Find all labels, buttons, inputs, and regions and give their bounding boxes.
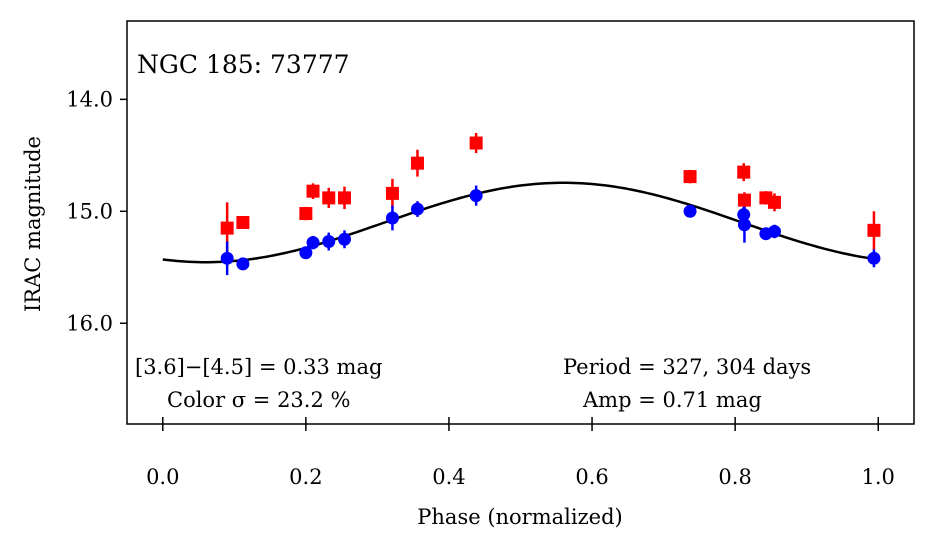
x-tick-label: 0.4 (432, 465, 465, 489)
amplitude-label: Amp = 0.71 mag (582, 388, 762, 412)
data-point-circle (410, 202, 424, 216)
data-point-circle (867, 251, 881, 265)
y-tick-label: 14.0 (66, 87, 113, 111)
y-tick-label: 16.0 (66, 311, 113, 335)
color-sigma-label: Color σ = 23.2 % (167, 388, 350, 412)
data-point-circle (306, 236, 320, 250)
period-label: Period = 327, 304 days (563, 355, 811, 379)
data-point-circle (469, 189, 483, 203)
data-point-square (867, 223, 881, 237)
data-point-square (322, 191, 336, 205)
axis-ticks: 0.0 0.2 0.4 0.6 0.8 1.0 14.0 15.0 16.0 (66, 87, 895, 489)
data-point-square (469, 136, 483, 150)
axes-frame (126, 20, 915, 425)
x-tick-label: 0.2 (289, 465, 322, 489)
x-axis-label: Phase (normalized) (417, 505, 622, 529)
data-point-circle (337, 232, 351, 246)
x-tick-label: 1.0 (862, 465, 895, 489)
data-point-circle (385, 211, 399, 225)
y-axis-label: IRAC magnitude (21, 136, 45, 312)
x-tick-label: 0.8 (718, 465, 751, 489)
data-point-square (683, 170, 697, 184)
data-point-square (767, 195, 781, 209)
data-point-square (236, 216, 250, 229)
chart-title: NGC 185: 73777 (137, 50, 350, 79)
data-point-circle (236, 257, 250, 271)
data-point-square (737, 193, 751, 207)
color-difference-label: [3.6]−[4.5] = 0.33 mag (135, 355, 382, 379)
data-point-square (220, 221, 234, 235)
data-point-square (337, 191, 351, 205)
data-point-square (410, 156, 424, 170)
series-blue-circles (220, 185, 881, 276)
fit-curve (162, 181, 879, 264)
plot-area (162, 132, 881, 276)
data-point-square (306, 184, 320, 198)
data-point-circle (683, 204, 697, 218)
data-point-circle (767, 224, 781, 238)
x-tick-label: 0.6 (575, 465, 608, 489)
data-point-square (737, 165, 751, 179)
data-point-circle (322, 235, 336, 249)
y-tick-label: 15.0 (66, 199, 113, 223)
data-point-circle (299, 246, 313, 260)
series-red-squares (220, 132, 881, 254)
data-point-circle (737, 218, 751, 232)
x-tick-label: 0.0 (146, 465, 179, 489)
data-point-square (385, 186, 399, 200)
data-point-circle (220, 251, 234, 265)
data-point-square (299, 207, 313, 221)
